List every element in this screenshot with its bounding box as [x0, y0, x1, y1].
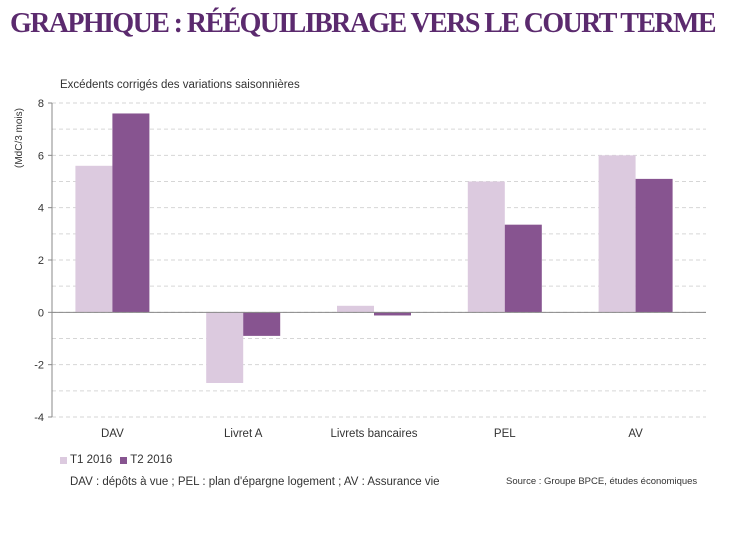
bars	[75, 113, 673, 383]
x-tick-label: PEL	[494, 428, 516, 440]
x-tick-label: DAV	[101, 428, 124, 440]
axes: -4 -2 0 2 4 6 8 DAV Livret A Livrets bancaires PEL…	[34, 98, 706, 440]
x-tick-label: AV	[628, 428, 643, 440]
legend-swatch-t1	[60, 456, 67, 464]
bar-t2-livrets-bancaires	[374, 312, 411, 316]
y-tick-label: 4	[38, 203, 44, 215]
legend-swatch-t2	[120, 456, 128, 464]
legend-label-t2: T2 2016	[130, 454, 173, 466]
bar-t2-av	[635, 178, 673, 313]
y-tick-label: 8	[38, 98, 44, 110]
legend: T1 2016 T2 2016	[60, 454, 172, 466]
x-tick-label: Livret A	[224, 428, 263, 440]
bar-t2-dav	[112, 113, 150, 313]
bar-t1-livrets-bancaires	[337, 305, 374, 313]
chart-title: GRAPHIQUE : RÉÉQUILIBRAGE VERS LE COURT …	[10, 8, 717, 39]
y-tick-label: 0	[38, 307, 44, 319]
source-note: Source : Groupe BPCE, études économiques	[506, 476, 698, 487]
chart-subtitle: Excédents corrigés des variations saison…	[60, 79, 300, 91]
legend-item-t1: T1 2016	[60, 454, 112, 466]
y-tick-label: -2	[34, 360, 44, 372]
bar-t1-av	[598, 155, 636, 313]
y-tick-label: -4	[34, 412, 44, 424]
y-axis-label: (MdC/3 mois)	[14, 108, 25, 168]
footnote: DAV : dépôts à vue ; PEL : plan d'épargn…	[70, 476, 440, 488]
bar-t1-pel	[467, 181, 505, 313]
bar-t1-dav	[75, 165, 113, 313]
bar-t1-livret-a	[206, 312, 244, 383]
x-tick-label: Livrets bancaires	[331, 428, 418, 440]
y-tick-label: 6	[38, 150, 44, 162]
legend-item-t2: T2 2016	[120, 454, 172, 466]
legend-label-t1: T1 2016	[70, 454, 113, 466]
bar-t2-livret-a	[243, 312, 281, 336]
y-tick-label: 2	[38, 255, 44, 267]
bar-t2-pel	[504, 224, 542, 313]
